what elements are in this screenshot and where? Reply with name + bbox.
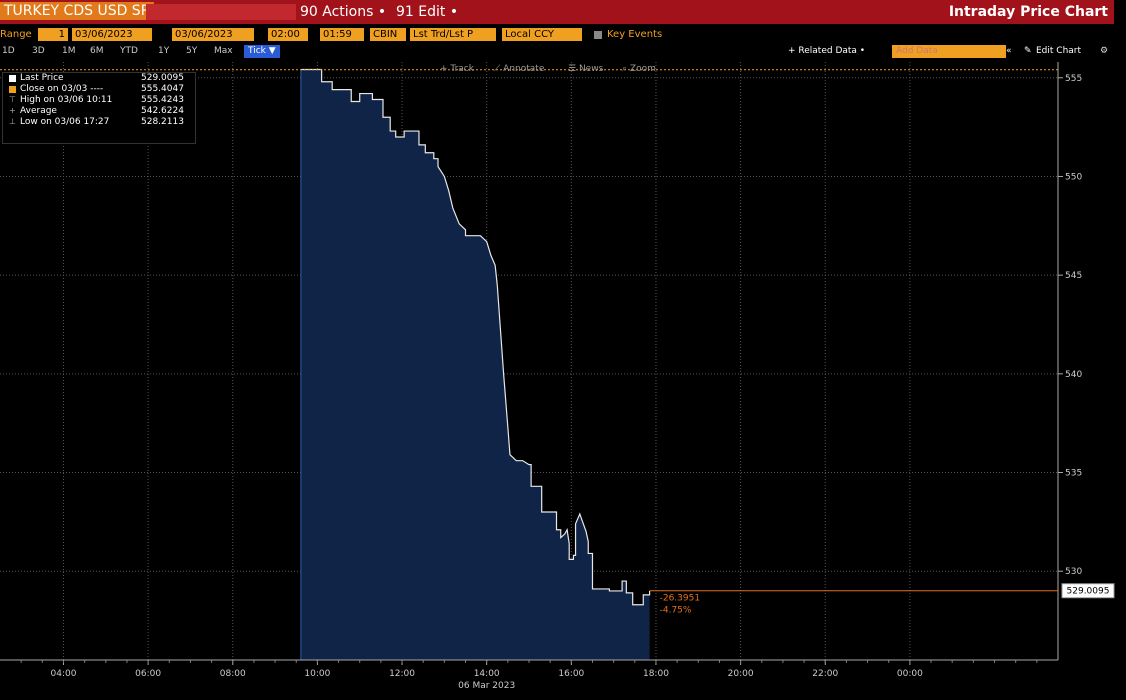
low-marker-icon: ⊥ xyxy=(9,117,16,126)
legend-swatch xyxy=(9,86,16,93)
start-time-input[interactable]: 02:00 xyxy=(268,28,308,41)
legend-row-close[interactable]: Close on 03/03 ---- 555.4047 xyxy=(3,84,195,95)
period-bar: 1D 3D 1M 6M YTD 1Y 5Y Max Tick ▼ + Relat… xyxy=(0,44,1114,59)
news-tool[interactable]: ☰ News xyxy=(568,64,604,74)
x-tick-label: 04:00 xyxy=(51,669,77,679)
legend-value: 555.4047 xyxy=(141,84,184,94)
security-description-field[interactable] xyxy=(146,4,296,20)
window-title: Intraday Price Chart xyxy=(948,4,1108,20)
track-tool[interactable]: + Track xyxy=(440,64,474,74)
y-tick-label: 545 xyxy=(1065,271,1082,281)
y-tick-label: 535 xyxy=(1065,469,1082,479)
y-tick-label: 550 xyxy=(1065,172,1082,182)
x-tick-label: 00:00 xyxy=(897,669,923,679)
key-events-checkbox[interactable] xyxy=(594,31,602,39)
tick-dropdown[interactable]: Tick ▼ xyxy=(244,45,280,58)
range-start-field[interactable]: 1 xyxy=(38,28,68,41)
legend-value: 542.6224 xyxy=(141,106,184,116)
legend-row-average[interactable]: + Average 542.6224 xyxy=(3,106,195,117)
period-ytd[interactable]: YTD xyxy=(120,46,138,56)
last-price-tag-text: 529.0095 xyxy=(1067,587,1110,597)
price-field-select[interactable]: Lst Trd/Lst P xyxy=(410,28,496,41)
range-controls: Range 1 03/06/2023 03/06/2023 02:00 01:5… xyxy=(0,27,1114,43)
currency-select[interactable]: Local CCY xyxy=(502,28,582,41)
related-data-menu[interactable]: + Related Data • xyxy=(788,46,866,56)
legend-row-last[interactable]: Last Price 529.0095 xyxy=(3,73,195,84)
average-marker-icon: + xyxy=(9,106,16,115)
zoom-label: Zoom xyxy=(629,64,656,74)
start-date-input[interactable]: 03/06/2023 xyxy=(72,28,152,41)
legend-row-high[interactable]: ⊤ High on 03/06 10:11 555.4243 xyxy=(3,95,195,106)
legend-value: 529.0095 xyxy=(141,73,184,83)
end-time-input[interactable]: 01:59 xyxy=(320,28,364,41)
x-tick-label: 22:00 xyxy=(812,669,838,679)
period-5y[interactable]: 5Y xyxy=(186,46,198,56)
period-1d[interactable]: 1D xyxy=(2,46,15,56)
source-field[interactable]: CBIN xyxy=(370,28,406,41)
track-label: Track xyxy=(450,64,474,74)
x-tick-label: 08:00 xyxy=(220,669,246,679)
pencil-icon[interactable]: ✎ xyxy=(1024,46,1032,56)
change-pct-text: -4.75% xyxy=(660,606,692,616)
x-axis-label: 06 Mar 2023 xyxy=(458,681,515,691)
security-field[interactable]: TURKEY CDS USD SR xyxy=(0,2,155,20)
y-tick-label: 530 xyxy=(1065,567,1082,577)
zoom-tool[interactable]: ⌕ Zoom xyxy=(622,64,656,74)
period-6m[interactable]: 6M xyxy=(90,46,104,56)
legend-label: Low on 03/06 17:27 xyxy=(20,117,110,127)
period-max[interactable]: Max xyxy=(214,46,233,56)
x-tick-label: 20:00 xyxy=(728,669,754,679)
y-axis: 530 535 540 545 550 555 xyxy=(1057,62,1082,660)
legend-label: Average xyxy=(20,106,57,116)
x-tick-label: 06:00 xyxy=(135,669,161,679)
high-marker-icon: ⊤ xyxy=(9,95,16,104)
period-3d[interactable]: 3D xyxy=(32,46,45,56)
x-axis: 04:00 06:00 08:00 10:00 12:00 14:00 16:00 18:00… xyxy=(0,659,1058,691)
legend-label: Close on 03/03 ---- xyxy=(20,84,104,94)
legend-value: 555.4243 xyxy=(141,95,184,105)
period-1m[interactable]: 1M xyxy=(62,46,76,56)
news-label: News xyxy=(578,64,604,74)
annotate-label: Annotate xyxy=(503,64,545,74)
key-events-label[interactable]: Key Events xyxy=(607,29,663,40)
change-abs-text: -26.3951 xyxy=(660,594,700,604)
range-label: Range xyxy=(0,29,32,40)
annotate-tool[interactable]: ⟋ Annotate xyxy=(494,64,545,74)
y-tick-label: 555 xyxy=(1065,74,1082,84)
x-tick-label: 12:00 xyxy=(389,669,415,679)
y-tick-label: 540 xyxy=(1065,370,1082,380)
legend-swatch xyxy=(9,75,16,82)
legend-value: 528.2113 xyxy=(141,117,184,127)
end-date-input[interactable]: 03/06/2023 xyxy=(172,28,254,41)
x-tick-label: 16:00 xyxy=(558,669,584,679)
gear-icon[interactable]: ⚙ xyxy=(1100,46,1109,56)
period-1y[interactable]: 1Y xyxy=(158,46,170,56)
x-tick-label: 14:00 xyxy=(474,669,500,679)
collapse-icon[interactable]: « xyxy=(1006,46,1012,56)
x-tick-label: 10:00 xyxy=(304,669,330,679)
chart-legend: Last Price 529.0095 Close on 03/03 ---- … xyxy=(2,72,196,144)
legend-row-low[interactable]: ⊥ Low on 03/06 17:27 528.2113 xyxy=(3,117,195,128)
edit-menu[interactable]: 91 Edit • xyxy=(396,4,459,20)
legend-label: Last Price xyxy=(20,73,64,83)
x-tick-label: 18:00 xyxy=(643,669,669,679)
last-price-series-line xyxy=(300,68,651,606)
edit-chart-button[interactable]: Edit Chart xyxy=(1036,46,1082,56)
legend-label: High on 03/06 10:11 xyxy=(20,95,113,105)
actions-menu[interactable]: 90 Actions • xyxy=(300,4,387,20)
last-price-tag xyxy=(1061,583,1115,599)
price-area-fill xyxy=(300,69,650,660)
add-data-input[interactable]: Add Data xyxy=(892,45,1006,58)
price-area xyxy=(300,68,651,660)
chart-overlay: 529.0095 -26.3951 -4.75% xyxy=(0,69,1115,616)
